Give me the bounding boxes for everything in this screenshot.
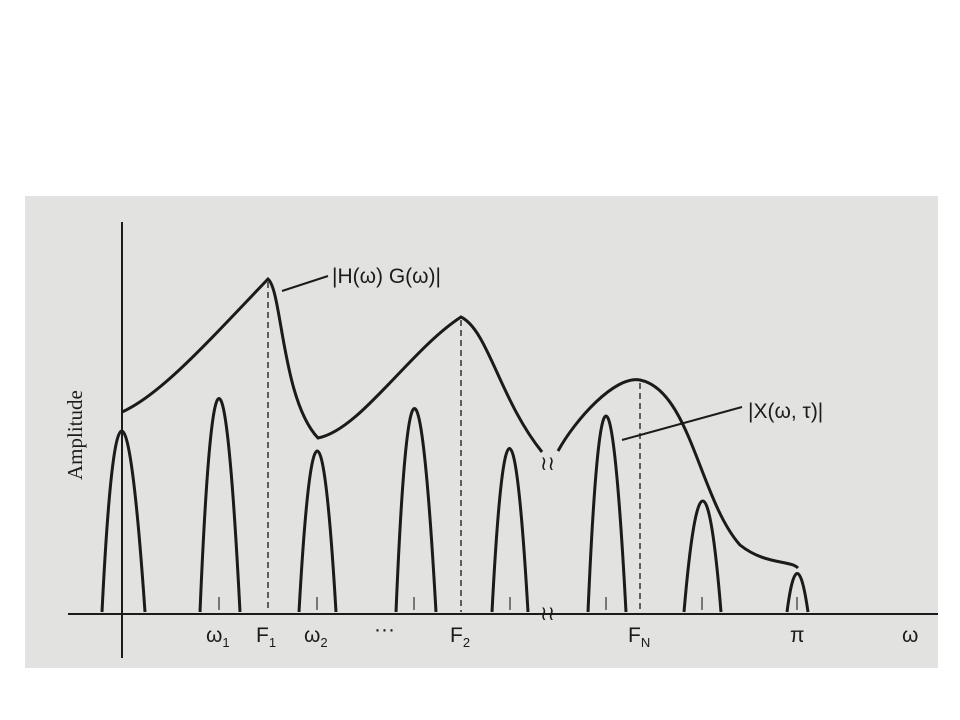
x-axis-label: ω: [902, 624, 918, 647]
lobe-3: [394, 407, 438, 613]
lobe-1: [198, 397, 242, 613]
harmonic-ticks: [218, 597, 798, 610]
lobe-2: [297, 449, 338, 613]
break-mark-axis: ≀≀: [540, 603, 555, 625]
harmonic-lobes: [100, 397, 810, 613]
break-mark-upper: ≀≀: [540, 453, 555, 475]
lobe-6: [682, 499, 723, 613]
envelope-label: |H(ω) G(ω)|: [332, 265, 441, 288]
envelope-curve: [121, 276, 544, 453]
lobe-5: [586, 414, 628, 613]
tick-label-F-2: F2: [450, 624, 470, 650]
envelope-leader: [281, 275, 329, 292]
formant-lines: [267, 282, 641, 612]
spectrum-label: |X(ω, τ)|: [748, 400, 823, 423]
spectrum-leader: [621, 406, 743, 441]
ellipsis: ···: [374, 618, 395, 641]
tick-label-omega-2: ω2: [304, 624, 328, 650]
tick-label-F-N: FN: [628, 624, 650, 650]
tick-label-omega-1: ω1: [206, 624, 230, 650]
lobe-7: [785, 572, 810, 613]
y-axis-label: Amplitude: [63, 390, 87, 480]
tick-label-pi: π: [790, 624, 805, 647]
envelope-curve-tail: [556, 378, 800, 570]
lobe-0: [100, 429, 147, 613]
tick-label-F-1: F1: [256, 624, 276, 650]
figure-panel: [25, 196, 938, 668]
lobe-4: [490, 447, 530, 613]
